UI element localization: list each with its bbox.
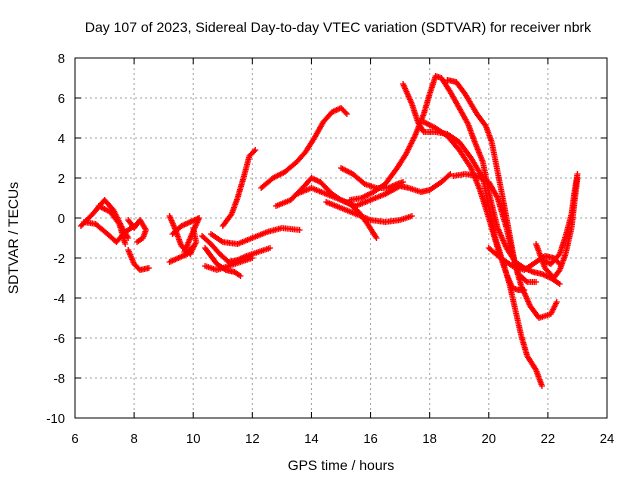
x-tick-label: 20 bbox=[482, 431, 496, 446]
y-tick-label: -6 bbox=[53, 331, 65, 346]
data-point bbox=[533, 279, 540, 285]
y-tick-labels: -10 -8 -6 -4 -2 0 2 4 6 8 bbox=[46, 51, 65, 426]
x-tick-label: 22 bbox=[541, 431, 555, 446]
x-tick-label: 12 bbox=[245, 431, 259, 446]
data-points bbox=[77, 73, 581, 389]
series-track-p bbox=[293, 171, 454, 209]
data-point bbox=[342, 109, 349, 116]
series-track-g bbox=[169, 215, 203, 255]
series-track-s bbox=[346, 73, 563, 287]
series-track-k bbox=[202, 255, 256, 273]
series-track-c bbox=[95, 203, 129, 247]
y-tick-label: 6 bbox=[58, 91, 65, 106]
data-point bbox=[237, 273, 244, 279]
y-tick-label: 2 bbox=[58, 171, 65, 186]
x-tick-label: 10 bbox=[186, 431, 200, 446]
x-tick-label: 24 bbox=[600, 431, 614, 446]
data-point bbox=[145, 265, 152, 271]
series-track-q bbox=[323, 199, 415, 225]
series-track-u bbox=[420, 119, 528, 293]
series-track-l bbox=[207, 225, 303, 247]
data-point bbox=[125, 235, 132, 241]
series-track-n bbox=[258, 105, 350, 191]
y-tick-label: -4 bbox=[53, 291, 65, 306]
y-tick-label: -10 bbox=[46, 411, 65, 426]
data-point bbox=[252, 147, 259, 153]
y-tick-label: 0 bbox=[58, 211, 65, 226]
series-track-z bbox=[538, 171, 581, 267]
data-point bbox=[446, 172, 453, 179]
series-track-b bbox=[80, 219, 138, 245]
x-tick-label: 18 bbox=[422, 431, 436, 446]
x-axis-label: GPS time / hours bbox=[288, 457, 395, 473]
x-tick-label: 16 bbox=[363, 431, 377, 446]
data-point bbox=[251, 148, 258, 155]
data-point bbox=[538, 383, 545, 389]
data-point bbox=[400, 179, 407, 185]
data-point bbox=[343, 111, 350, 117]
x-tick-labels: 6 8 10 12 14 16 18 20 22 24 bbox=[71, 431, 614, 446]
data-point bbox=[574, 171, 581, 177]
data-point bbox=[267, 245, 274, 251]
series-track-m bbox=[219, 147, 259, 229]
data-point bbox=[373, 235, 380, 241]
data-point bbox=[190, 243, 197, 249]
data-point bbox=[408, 213, 415, 219]
data-point bbox=[122, 241, 129, 247]
y-tick-label: 8 bbox=[58, 51, 65, 66]
grid-lines bbox=[75, 58, 607, 418]
y-tick-label: 4 bbox=[58, 131, 65, 146]
y-tick-label: -8 bbox=[53, 371, 65, 386]
series-track-e bbox=[125, 217, 149, 245]
series-track-h bbox=[166, 243, 197, 265]
x-tick-label: 6 bbox=[71, 431, 78, 446]
data-point bbox=[249, 255, 256, 261]
x-tick-label: 8 bbox=[130, 431, 137, 446]
y-axis-label: SDTVAR / TECUs bbox=[5, 182, 21, 294]
series-track-r bbox=[338, 165, 407, 191]
chart-title: Day 107 of 2023, Sidereal Day-to-day VTE… bbox=[85, 19, 592, 35]
data-point bbox=[296, 227, 303, 233]
data-point bbox=[522, 277, 529, 284]
series-track-d bbox=[125, 247, 152, 273]
data-point bbox=[556, 281, 563, 287]
axis-ticks bbox=[74, 57, 608, 419]
plot-frame bbox=[74, 57, 608, 419]
y-tick-label: -2 bbox=[53, 251, 65, 266]
data-point bbox=[553, 299, 560, 305]
data-point bbox=[360, 179, 367, 186]
data-point bbox=[189, 244, 196, 251]
x-tick-label: 14 bbox=[304, 431, 318, 446]
data-point bbox=[134, 239, 141, 245]
